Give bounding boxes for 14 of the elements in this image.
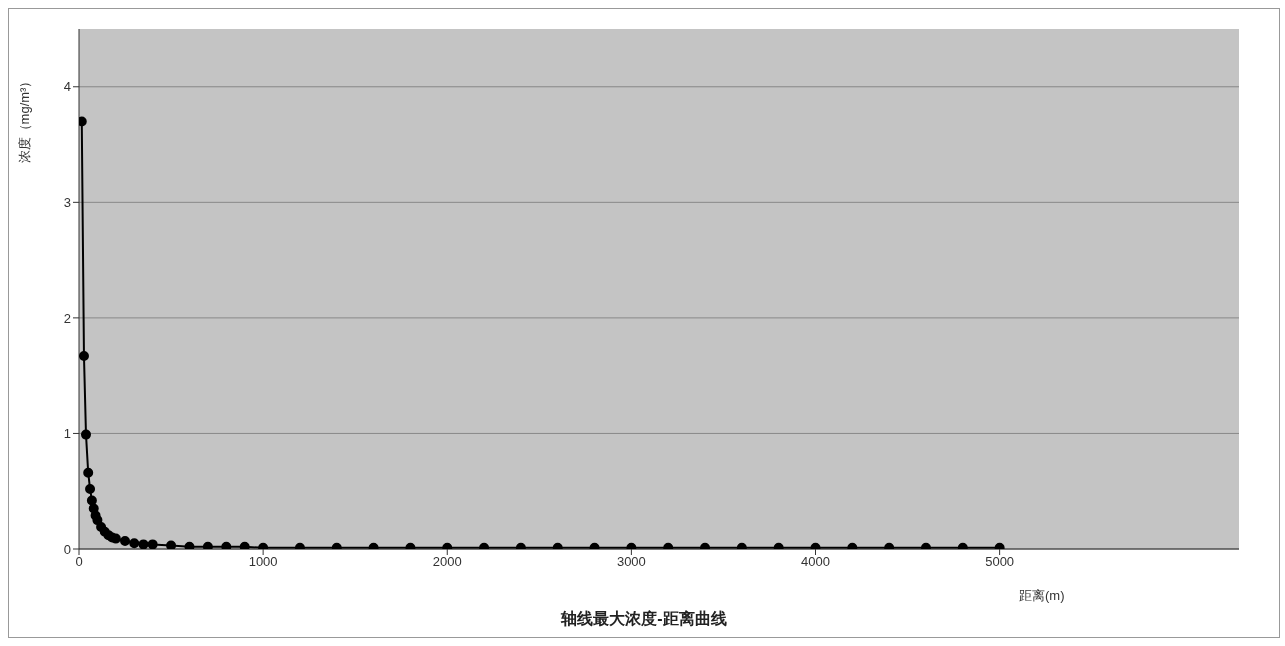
x-tick-label: 0 bbox=[75, 554, 83, 570]
x-tick-label: 5000 bbox=[985, 554, 1015, 570]
x-tick-label: 2000 bbox=[432, 554, 462, 570]
x-tick-label: 4000 bbox=[801, 554, 830, 570]
y-tick-label: 3 bbox=[63, 194, 71, 210]
y-axis-title: 浓度（mg/m³） bbox=[17, 74, 32, 164]
y-tick-label: 1 bbox=[63, 426, 71, 442]
x-tick-label: 3000 bbox=[616, 554, 646, 570]
y-tick-label: 0 bbox=[63, 541, 71, 557]
y-tick-label: 2 bbox=[63, 310, 71, 326]
text: 轴线最大浓度-距离曲线 bbox=[560, 609, 728, 629]
x-axis-title: 距离(m) bbox=[1019, 587, 1065, 605]
y-tick-label: 4 bbox=[63, 79, 71, 95]
x-tick-label: 1000 bbox=[248, 554, 278, 570]
